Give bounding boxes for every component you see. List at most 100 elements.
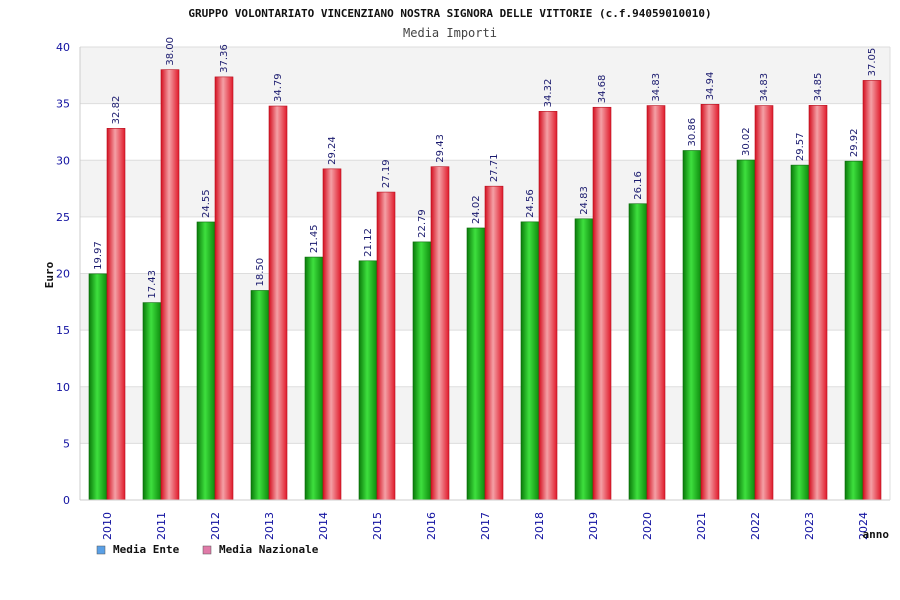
- bar-value-label: 34.32: [543, 79, 554, 108]
- bar-value-label: 34.85: [813, 73, 824, 102]
- bar-media-ente: [304, 256, 324, 501]
- bar-value-label: 17.43: [147, 270, 158, 299]
- bar-media-nazionale: [808, 105, 828, 501]
- bar-media-ente: [358, 260, 378, 501]
- legend-swatch: [202, 545, 212, 555]
- bar-value-label: 24.02: [471, 195, 482, 224]
- x-tick-label: 2010: [101, 512, 114, 540]
- x-tick-label: 2012: [209, 512, 222, 540]
- bar-value-label: 21.45: [309, 224, 320, 253]
- y-tick-label: 10: [56, 381, 70, 394]
- bar-media-nazionale: [214, 76, 234, 501]
- bar-media-ente: [466, 227, 486, 501]
- bar-value-label: 21.12: [363, 228, 374, 257]
- bar-value-label: 19.97: [93, 241, 104, 270]
- x-tick-label: 2017: [479, 512, 492, 540]
- bar-media-ente: [790, 164, 810, 501]
- chart-subtitle: Media Importi: [403, 26, 497, 40]
- x-tick-label: 2019: [587, 512, 600, 540]
- x-tick-labels: 2010 2011 2012 2013 2014 2015 2016 2017 2018 2019…: [101, 512, 870, 540]
- bar-value-label: 38.00: [165, 37, 176, 66]
- bar-media-ente: [142, 302, 162, 501]
- bar-value-label: 29.43: [435, 134, 446, 163]
- bar-value-label: 29.57: [795, 132, 806, 161]
- bar-media-nazionale: [268, 105, 288, 501]
- y-tick-labels: 0 5 10 15 20 25 30 35 40: [56, 41, 70, 507]
- x-axis-label: anno: [863, 528, 890, 541]
- x-tick-label: 2022: [749, 512, 762, 540]
- x-tick-label: 2011: [155, 512, 168, 540]
- bar-media-nazionale: [592, 106, 612, 501]
- bar-value-label: 24.56: [525, 189, 536, 218]
- y-axis-label: Euro: [43, 261, 56, 288]
- bar-media-nazionale: [430, 166, 450, 501]
- bar-media-ente: [88, 273, 108, 501]
- bar-value-label: 32.82: [111, 96, 122, 125]
- bar-value-label: 29.92: [849, 129, 860, 158]
- y-tick-label: 20: [56, 268, 70, 281]
- bar-value-label: 34.83: [651, 73, 662, 102]
- y-tick-label: 5: [63, 437, 70, 450]
- bar-value-label: 37.05: [867, 48, 878, 77]
- bar-value-label: 27.19: [381, 159, 392, 188]
- bar-value-label: 24.83: [579, 186, 590, 215]
- x-tick-label: 2013: [263, 512, 276, 540]
- bar-media-ente: [682, 150, 702, 501]
- bar-media-ente: [250, 290, 270, 501]
- bar-media-nazionale: [322, 168, 342, 501]
- bar-value-label: 37.36: [219, 44, 230, 73]
- legend-swatch: [96, 545, 106, 555]
- legend: Media Ente Media Nazionale: [96, 543, 319, 556]
- bar-value-label: 30.86: [687, 118, 698, 147]
- x-tick-label: 2024: [857, 512, 870, 540]
- axes: [79, 47, 891, 501]
- bar-media-nazionale: [106, 128, 126, 501]
- x-tick-label: 2014: [317, 512, 330, 540]
- bar-value-label: 34.79: [273, 73, 284, 102]
- bar-media-ente: [412, 241, 432, 501]
- bar-media-ente: [628, 203, 648, 501]
- bar-media-nazionale: [646, 105, 666, 501]
- x-tick-label: 2023: [803, 512, 816, 540]
- bar-media-ente: [196, 221, 216, 501]
- bar-media-nazionale: [376, 191, 396, 501]
- bar-media-nazionale: [484, 185, 504, 501]
- y-tick-label: 15: [56, 324, 70, 337]
- bar-media-nazionale: [700, 104, 720, 501]
- bar-value-label: 29.24: [327, 136, 338, 165]
- x-tick-label: 2016: [425, 512, 438, 540]
- bar-media-ente: [844, 160, 864, 501]
- bar-value-label: 34.83: [759, 73, 770, 102]
- x-tick-label: 2015: [371, 512, 384, 540]
- bar-media-nazionale: [538, 111, 558, 501]
- bar-value-label: 24.55: [201, 189, 212, 218]
- y-tick-label: 40: [56, 41, 70, 54]
- x-tick-label: 2021: [695, 512, 708, 540]
- bar-value-label: 34.94: [705, 72, 716, 101]
- bar-value-label: 34.68: [597, 75, 608, 104]
- bar-value-label: 30.02: [741, 127, 752, 156]
- bar-media-nazionale: [160, 69, 180, 501]
- legend-entry-label: Media Nazionale: [219, 543, 319, 556]
- bar-value-label: 27.71: [489, 154, 500, 183]
- bar-value-label: 26.16: [633, 171, 644, 200]
- y-tick-label: 35: [56, 98, 70, 111]
- bar-media-nazionale: [862, 80, 882, 501]
- y-tick-label: 25: [56, 211, 70, 224]
- bar-media-ente: [574, 218, 594, 501]
- legend-entry-label: Media Ente: [113, 543, 180, 556]
- x-tick-label: 2018: [533, 512, 546, 540]
- y-tick-label: 0: [63, 494, 70, 507]
- bar-media-nazionale: [754, 105, 774, 501]
- bar-media-ente: [520, 221, 540, 501]
- bar-media-ente: [736, 159, 756, 501]
- bar-value-label: 22.79: [417, 209, 428, 238]
- x-tick-label: 2020: [641, 512, 654, 540]
- y-tick-label: 30: [56, 154, 70, 167]
- bars: [88, 69, 882, 501]
- bar-value-label: 18.50: [255, 258, 266, 287]
- value-labels: 19.97 32.82 17.43 38.00 24.55 37.36 18.50 34.79…: [93, 37, 878, 299]
- chart-title: GRUPPO VOLONTARIATO VINCENZIANO NOSTRA S…: [188, 7, 711, 20]
